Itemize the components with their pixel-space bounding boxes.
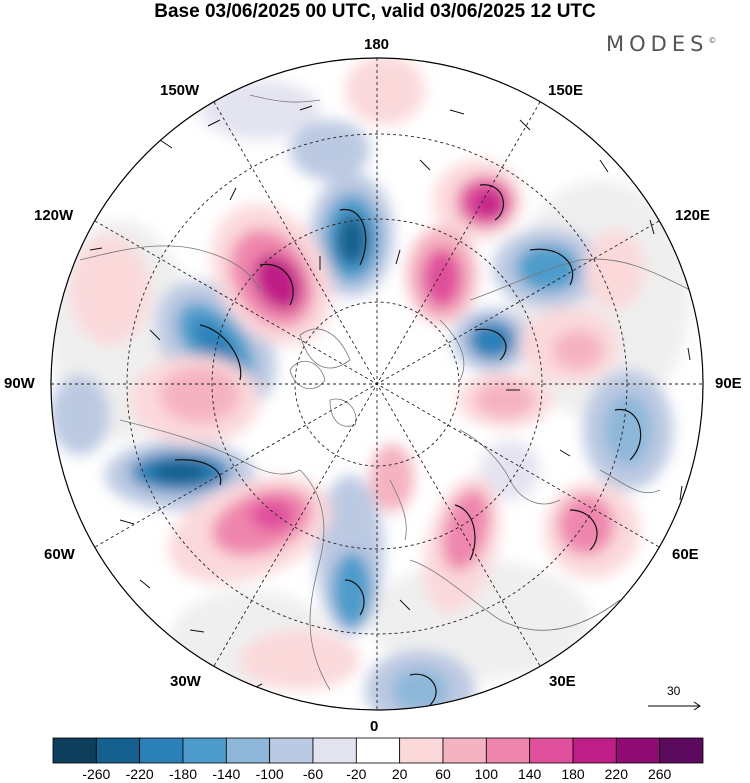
colorbar-tick-label: 140 — [517, 766, 542, 782]
colorbar-swatch — [269, 737, 314, 764]
colorbar-swatch — [485, 737, 531, 764]
colorbar-swatch — [95, 737, 141, 764]
colorbar-swatch — [225, 737, 271, 764]
lon-label-120w: 120W — [34, 207, 74, 224]
colorbar-tick-label: -260 — [82, 766, 111, 782]
colorbar-tick-label: 180 — [561, 766, 585, 782]
colorbar-tick-label: 260 — [647, 766, 672, 782]
colorbar-tick-label: -100 — [255, 766, 284, 782]
colorbar-swatch — [572, 737, 617, 764]
lon-label-0: 0 — [370, 718, 379, 735]
vortex-streamlines — [174, 184, 642, 706]
map-boundary — [50, 57, 704, 711]
reference-vector-arrow — [648, 701, 701, 711]
graticule — [51, 58, 703, 710]
colorbar-tick-label: 20 — [391, 766, 408, 782]
lon-label-30e: 30E — [549, 673, 576, 690]
lon-label-120e: 120E — [675, 207, 711, 224]
colorbar-swatch — [52, 737, 97, 764]
colorbar-swatch — [182, 737, 227, 764]
colorbar-tick-label: -140 — [212, 766, 241, 782]
lon-label-60e: 60E — [672, 546, 699, 563]
lon-label-150w: 150W — [160, 82, 200, 99]
lon-label-180: 180 — [364, 36, 390, 53]
colorbar-swatch — [312, 737, 357, 764]
colorbar-tick-label: 220 — [604, 766, 629, 782]
anomaly-field — [51, 58, 690, 710]
lon-label-60w: 60W — [44, 546, 75, 563]
colorbar-swatch — [615, 737, 661, 764]
colorbar-tick-label: 100 — [474, 766, 499, 782]
colorbar-tick-label: -220 — [125, 766, 154, 782]
colorbar-tick-label: 60 — [435, 766, 451, 782]
colorbar-swatch — [659, 737, 704, 764]
reference-vector-label: 30 — [667, 684, 681, 698]
modes-logo: MODES© — [606, 32, 717, 56]
colorbar — [52, 737, 704, 764]
colorbar-swatch — [399, 737, 444, 764]
colorbar-swatch — [442, 737, 487, 764]
coastlines — [79, 94, 691, 691]
colorbar-tick-label: -60 — [302, 766, 324, 782]
colorbar-swatch — [529, 737, 574, 764]
colorbar-tick-label: -20 — [346, 766, 367, 782]
map-title: Base 03/06/2025 00 UTC, valid 03/06/2025… — [154, 1, 596, 22]
colorbar-swatch — [355, 737, 401, 764]
lon-label-90w: 90W — [4, 375, 35, 392]
colorbar-tick-label: -180 — [168, 766, 198, 782]
colorbar-swatch — [139, 737, 184, 764]
lon-label-30w: 30W — [170, 673, 201, 690]
lon-label-90e: 90E — [715, 375, 742, 392]
lon-label-150e: 150E — [548, 82, 584, 99]
